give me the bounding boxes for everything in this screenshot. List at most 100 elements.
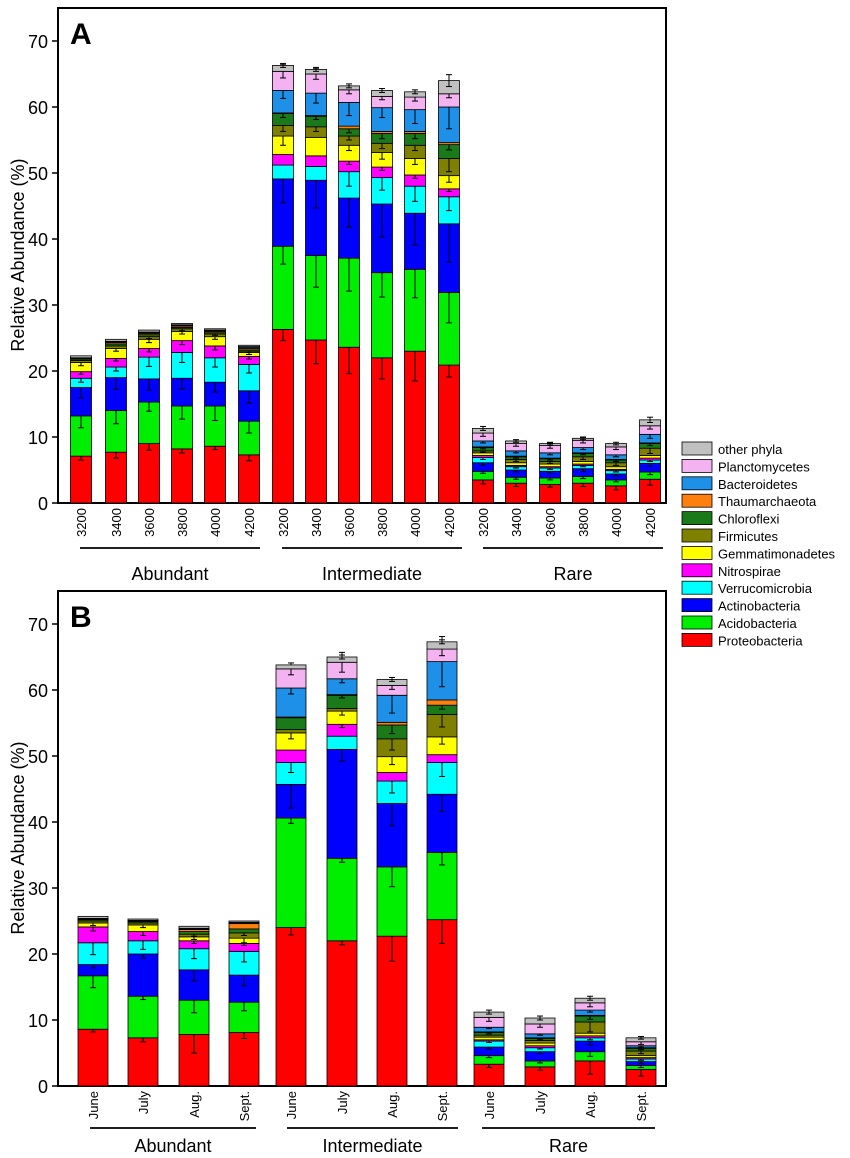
legend-swatch [681, 493, 713, 508]
error-bar [439, 639, 445, 645]
x-tick-label: Aug. [187, 1091, 202, 1118]
bar-rare-june [473, 1009, 505, 1087]
error-bar [647, 416, 653, 423]
legend-item-verrucomicrobia: Verrucomicrobia [681, 580, 813, 596]
legend-label: Verrucomicrobia [718, 581, 813, 596]
segment-nitrospirae [376, 772, 408, 782]
segment-other-phyla [171, 323, 193, 326]
segment-proteobacteria [305, 339, 327, 504]
x-tick-label: 3800 [175, 508, 190, 537]
error-bar [613, 441, 619, 446]
segment-nitrospirae [305, 155, 327, 167]
bar-abundant-3600 [138, 329, 160, 504]
panel-b-bars [77, 636, 657, 1087]
x-tick-label: 3600 [142, 508, 157, 537]
legend-item-actinobacteria: Actinobacteria [681, 598, 801, 614]
y-tick-label: 30 [28, 879, 48, 899]
legend-item-bacteroidetes: Bacteroidetes [681, 476, 798, 492]
legend-label: Bacteroidetes [718, 477, 798, 492]
segment-actinobacteria [127, 953, 159, 997]
x-tick-label: 4000 [408, 508, 423, 537]
bar-intermediate-4000 [404, 89, 426, 504]
segment-nitrospirae [275, 749, 307, 763]
legend-item-other-phyla: other phyla [681, 441, 783, 457]
x-tick-label: 3200 [276, 508, 291, 537]
x-tick-label: Aug. [385, 1091, 400, 1118]
segment-other-phyla [127, 918, 159, 921]
error-bar [379, 88, 385, 93]
x-tick-label: 3400 [109, 508, 124, 537]
bar-intermediate-july [326, 651, 358, 1087]
x-tick-label: June [86, 1091, 101, 1119]
legend-label: Proteobacteria [718, 633, 803, 648]
segment-proteobacteria [228, 1032, 260, 1087]
segment-acidobacteria [275, 817, 307, 928]
segment-proteobacteria [426, 919, 458, 1087]
x-tick-label: 4000 [609, 508, 624, 537]
segment-acidobacteria [127, 995, 159, 1039]
bar-abundant-3800 [171, 323, 193, 504]
error-bar [346, 83, 352, 89]
bar-abundant-june [77, 915, 109, 1087]
group-label-intermediate: Intermediate [322, 1136, 422, 1156]
y-tick-label: 60 [28, 681, 48, 701]
x-tick-label: June [284, 1091, 299, 1119]
segment-firmicutes [275, 729, 307, 734]
error-bar [638, 1036, 644, 1040]
bar-intermediate-aug [376, 676, 408, 1087]
bar-rare-3200 [472, 425, 494, 504]
bar-intermediate-4200 [438, 74, 460, 504]
panel-a-x-labels: 3200 3400 3600 3800 4000 4200 3200 3400 3600 3800… [74, 508, 663, 584]
segment-chloroflexi [275, 717, 307, 730]
bar-intermediate-june [275, 662, 307, 1087]
segment-verrucomicrobia [272, 164, 294, 180]
legend-label: Chloroflexi [718, 512, 780, 527]
y-tick-label: 10 [28, 1011, 48, 1031]
bar-abundant-aug [178, 925, 210, 1087]
bar-rare-3800 [572, 436, 594, 504]
legend-label: other phyla [718, 442, 783, 457]
y-tick-label: 50 [28, 747, 48, 767]
bar-intermediate-3200 [272, 62, 294, 504]
bar-abundant-sept [228, 920, 260, 1087]
x-tick-label: Sept. [435, 1091, 450, 1121]
segment-proteobacteria [70, 455, 92, 504]
segment-proteobacteria [371, 357, 393, 504]
segment-other-phyla [238, 344, 260, 347]
legend-swatch [681, 458, 713, 473]
segment-proteobacteria [105, 451, 127, 504]
error-bar [313, 66, 319, 72]
segment-other-phyla [228, 920, 260, 923]
bar-abundant-july [127, 918, 159, 1087]
group-label-rare: Rare [549, 1136, 588, 1156]
y-tick-label: 10 [28, 428, 48, 448]
segment-proteobacteria [438, 364, 460, 504]
error-bar [537, 1015, 543, 1021]
segment-proteobacteria [77, 1028, 109, 1087]
panel-b-label: B [70, 601, 92, 634]
legend-label: Thaumarchaeota [718, 494, 817, 509]
y-tick-label: 70 [28, 615, 48, 635]
error-bar [446, 74, 452, 88]
segment-thaumarchaeota [228, 923, 260, 930]
segment-proteobacteria [138, 443, 160, 504]
bar-abundant-3200 [70, 355, 92, 504]
legend-item-thaumarchaeota: Thaumarchaeota [681, 493, 817, 509]
segment-other-phyla [70, 355, 92, 359]
legend-label: Nitrospirae [718, 564, 781, 579]
x-tick-label: Aug. [583, 1091, 598, 1118]
legend-swatch [681, 441, 713, 456]
bar-rare-4000 [605, 441, 627, 504]
error-bar [587, 995, 593, 1001]
x-tick-label: 3800 [375, 508, 390, 537]
legend-label: Firmicutes [718, 529, 778, 544]
segment-proteobacteria [326, 940, 358, 1087]
legend-swatch [681, 546, 713, 560]
legend-item-planctomycetes: Planctomycetes [681, 458, 810, 474]
panel-a-y-axis-label: Relative Abundance (%) [8, 158, 28, 351]
legend-swatch [681, 598, 713, 612]
legend-item-acidobacteria: Acidobacteria [681, 615, 798, 631]
panel-a-bars [70, 62, 661, 504]
legend-swatch [681, 563, 713, 578]
legend-label: Actinobacteria [718, 599, 801, 614]
